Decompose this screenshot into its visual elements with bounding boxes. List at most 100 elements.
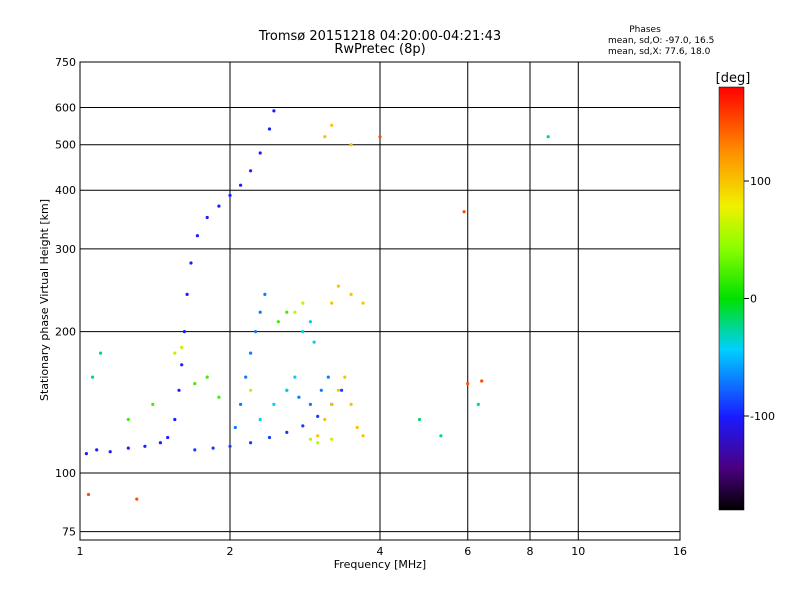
x-axis-label: Frequency [MHz] (334, 558, 426, 571)
echo-point (173, 351, 177, 355)
echo-point (343, 375, 347, 379)
x-tick-label: 8 (527, 545, 534, 558)
echo-point (308, 437, 312, 441)
echo-point (361, 301, 365, 305)
echo-point (95, 448, 99, 452)
echo-point (293, 310, 297, 314)
echo-point (233, 425, 237, 430)
echo-point (211, 446, 215, 450)
echo-point (439, 434, 443, 438)
echo-point (378, 135, 382, 139)
echo-point (316, 441, 320, 445)
echo-point (480, 379, 484, 383)
chart-subtitle: RwPretec (8p) (334, 42, 425, 57)
y-tick-label: 75 (62, 526, 76, 539)
colorbar-label: [deg] (716, 71, 751, 86)
echo-point (166, 435, 170, 440)
echo-point (84, 452, 88, 456)
stats-heading: Phases (629, 25, 661, 35)
echo-point (228, 444, 232, 448)
echo-point (285, 430, 289, 434)
echo-point (239, 183, 243, 187)
echo-point (316, 434, 320, 438)
chart-title: Tromsø 20151218 04:20:00-04:21:43 (258, 29, 501, 44)
x-tick-labels: 1 2 4 6 8 10 16 (77, 545, 688, 558)
echo-point (336, 284, 340, 288)
x-tick-label: 1 (77, 545, 84, 558)
echo-point (217, 204, 221, 208)
echo-point (253, 330, 258, 334)
plot-grid (80, 62, 680, 540)
echo-point (177, 388, 181, 392)
echo-point (91, 375, 95, 379)
echo-point (193, 382, 197, 386)
echo-point (126, 417, 130, 422)
echo-point (349, 402, 353, 406)
x-tick-label: 10 (571, 545, 585, 558)
echo-point (135, 497, 139, 501)
echo-point (239, 402, 243, 406)
echo-point (228, 193, 232, 197)
y-tick-label: 600 (55, 102, 76, 115)
colorbar (718, 86, 745, 511)
echo-point (217, 395, 221, 399)
echo-point (249, 441, 253, 445)
y-tick-label: 100 (55, 467, 76, 480)
echo-point (417, 417, 422, 422)
echo-point (158, 441, 162, 445)
echo-point (316, 414, 320, 418)
stats-line-x: mean, sd,X: 77.6, 18.0 (608, 47, 711, 57)
echo-point (193, 448, 197, 452)
y-tick-label: 500 (55, 139, 76, 152)
echo-point (349, 143, 353, 147)
echo-point (285, 310, 289, 314)
echo-point (189, 261, 193, 265)
echo-point (355, 425, 359, 430)
echo-point (244, 375, 248, 379)
echo-point (349, 292, 353, 296)
echo-point (205, 375, 209, 379)
echo-point (297, 395, 301, 399)
echo-point (249, 388, 253, 392)
echo-point (258, 151, 262, 155)
echo-point (326, 375, 330, 379)
y-axis-label: Stationary phase Virtual Height [km] (38, 199, 51, 401)
y-tick-labels: 75 100 200 300 400 500 600 750 (55, 56, 76, 539)
echo-point (263, 292, 267, 296)
y-tick-label: 300 (55, 243, 76, 256)
echo-point (195, 234, 199, 238)
echo-point (249, 351, 253, 355)
echo-point (180, 363, 184, 367)
echo-point (466, 382, 470, 386)
echo-point (182, 330, 186, 334)
echo-point (173, 417, 177, 422)
echo-point (258, 417, 262, 422)
echo-point (258, 310, 262, 314)
data-points (84, 109, 550, 501)
echo-point (462, 210, 466, 214)
x-tick-label: 4 (377, 545, 384, 558)
echo-point (249, 169, 253, 173)
echo-point (301, 330, 305, 334)
echo-point (330, 437, 334, 441)
echo-point (108, 450, 112, 454)
y-tick-label: 400 (55, 184, 76, 197)
echo-point (308, 402, 312, 406)
echo-point (340, 388, 344, 392)
echo-point (293, 375, 297, 379)
colorbar-ticks: 100 0 -100 (744, 175, 775, 423)
echo-point (143, 444, 147, 448)
colorbar-tick-label: 0 (750, 293, 757, 306)
plot-frame (79, 61, 681, 541)
echo-point (323, 417, 327, 422)
x-tick-label: 2 (227, 545, 234, 558)
x-tick-label: 16 (673, 545, 687, 558)
echo-point (330, 301, 334, 305)
colorbar-tick-label: 100 (750, 175, 771, 188)
echo-point (276, 320, 280, 324)
echo-point (330, 123, 334, 127)
echo-point (336, 388, 340, 392)
y-tick-label: 200 (55, 326, 76, 339)
